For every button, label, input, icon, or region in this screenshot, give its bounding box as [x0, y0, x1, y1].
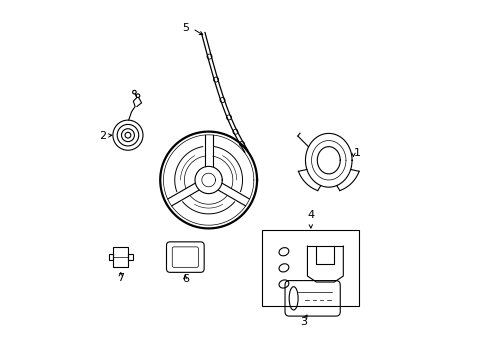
Text: 6: 6	[182, 274, 188, 284]
Text: 4: 4	[306, 210, 314, 220]
Bar	[109, 254, 113, 260]
Bar	[262, 230, 359, 306]
Text: 5: 5	[182, 23, 188, 33]
Bar	[113, 247, 128, 267]
Bar	[128, 254, 132, 260]
Text: 3: 3	[300, 316, 306, 327]
Text: 2: 2	[99, 131, 106, 140]
Text: 1: 1	[353, 148, 360, 158]
Text: 7: 7	[117, 273, 124, 283]
